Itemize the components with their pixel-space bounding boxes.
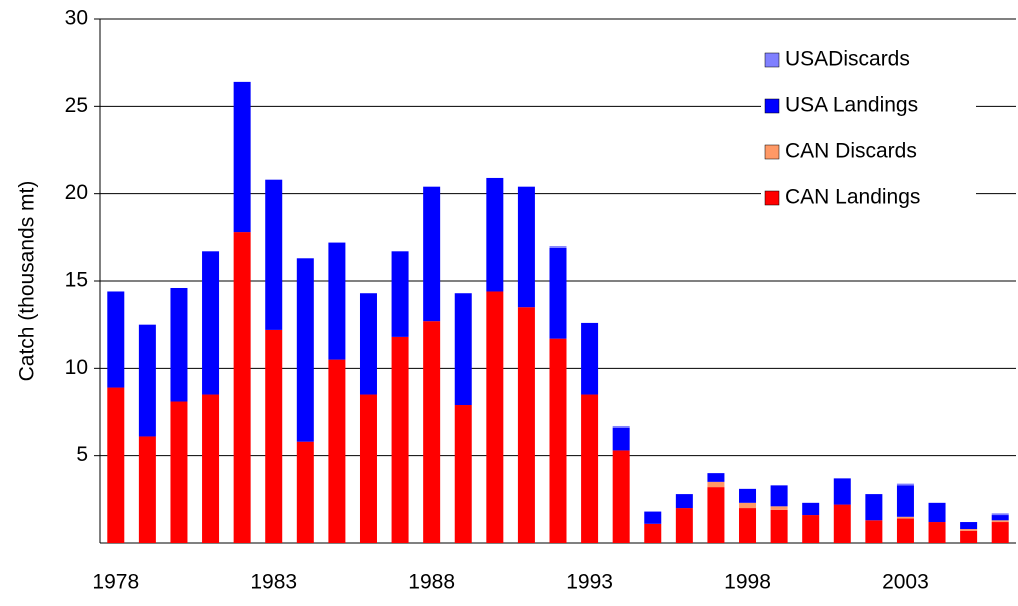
bar-segment bbox=[739, 502, 757, 509]
bar-segment bbox=[328, 242, 346, 360]
bar-segment bbox=[991, 513, 1009, 516]
bar-segment bbox=[486, 177, 504, 292]
bar-segment bbox=[675, 508, 693, 543]
bar-segment bbox=[675, 494, 693, 509]
bar-segment bbox=[107, 291, 125, 388]
bar-segment bbox=[265, 329, 283, 543]
bar-segment bbox=[612, 450, 630, 543]
x-tick-label: 1993 bbox=[566, 571, 613, 594]
bar-segment bbox=[581, 394, 599, 543]
bar-segment bbox=[233, 81, 251, 233]
bar-segment bbox=[517, 186, 535, 308]
bar-segment bbox=[265, 179, 283, 330]
legend-bg bbox=[761, 92, 976, 120]
bar-segment bbox=[928, 522, 946, 543]
bar-segment bbox=[865, 494, 883, 521]
x-tick-label: 1978 bbox=[92, 571, 139, 594]
bar-segment bbox=[391, 251, 409, 337]
bar-segment bbox=[423, 186, 441, 322]
legend-swatch bbox=[764, 52, 780, 68]
bar-segment bbox=[833, 478, 851, 505]
bar-segment bbox=[991, 515, 1009, 521]
bar-segment bbox=[928, 502, 946, 523]
bar-segment bbox=[296, 258, 314, 442]
legend-label: USA Landings bbox=[785, 94, 918, 117]
bar-segment bbox=[454, 405, 472, 543]
bar-segment bbox=[359, 394, 377, 543]
bar-segment bbox=[707, 487, 725, 543]
bar-segment bbox=[107, 387, 125, 543]
bar-segment bbox=[391, 336, 409, 543]
bar-segment bbox=[138, 324, 156, 437]
legend-label: USADiscards bbox=[785, 48, 910, 71]
legend-label: CAN Discards bbox=[785, 140, 917, 163]
bar-segment bbox=[296, 441, 314, 543]
y-axis-label: Catch (thousands mt) bbox=[16, 181, 39, 382]
y-tick-label: 20 bbox=[65, 181, 88, 204]
bar-segment bbox=[770, 509, 788, 543]
x-tick-label: 1998 bbox=[724, 571, 771, 594]
bar-segment bbox=[549, 247, 567, 339]
bar-segment bbox=[138, 436, 156, 543]
legend-swatch bbox=[764, 98, 780, 114]
y-tick-label: 10 bbox=[65, 356, 88, 379]
bar-segment bbox=[612, 425, 630, 428]
bar-segment bbox=[707, 481, 725, 488]
bar-segment bbox=[454, 293, 472, 406]
x-tick-label: 2003 bbox=[882, 571, 929, 594]
y-tick-label: 5 bbox=[76, 443, 88, 466]
bar-segment bbox=[644, 511, 662, 524]
y-tick-label: 30 bbox=[65, 7, 88, 30]
x-tick-label: 1983 bbox=[250, 571, 297, 594]
bar-segment bbox=[960, 522, 978, 530]
bar-segment bbox=[644, 523, 662, 543]
bar-segment bbox=[549, 246, 567, 248]
bar-segment bbox=[170, 287, 188, 402]
bar-segment bbox=[833, 504, 851, 543]
bar-segment bbox=[170, 401, 188, 543]
bar-segment bbox=[739, 508, 757, 543]
bar-segment bbox=[991, 520, 1009, 523]
legend-bg bbox=[761, 184, 976, 212]
bar-segment bbox=[896, 485, 914, 517]
y-tick-label: 25 bbox=[65, 94, 88, 117]
bar-segment bbox=[991, 522, 1009, 543]
bar-segment bbox=[612, 427, 630, 451]
bar-segment bbox=[960, 529, 978, 531]
bar-segment bbox=[359, 293, 377, 395]
bar-segment bbox=[802, 502, 820, 516]
bar-segment bbox=[233, 232, 251, 544]
bar-segment bbox=[896, 518, 914, 543]
y-tick-label: 15 bbox=[65, 269, 88, 292]
bar-segment bbox=[581, 322, 599, 395]
bar-segment bbox=[802, 515, 820, 543]
bar-segment bbox=[739, 488, 757, 503]
x-tick-label: 1988 bbox=[408, 571, 455, 594]
bar-segment bbox=[423, 321, 441, 543]
bar-segment bbox=[896, 516, 914, 519]
bar-segment bbox=[770, 485, 788, 507]
legend-swatch bbox=[764, 144, 780, 160]
bar-segment bbox=[486, 291, 504, 543]
legend-bg bbox=[761, 46, 976, 74]
bar-segment bbox=[707, 473, 725, 482]
legend-swatch bbox=[764, 190, 780, 206]
bar-segment bbox=[770, 506, 788, 510]
bar-segment bbox=[896, 483, 914, 486]
bar-segment bbox=[960, 530, 978, 543]
bar-segment bbox=[202, 251, 220, 395]
bar-segment bbox=[517, 307, 535, 543]
legend-bg bbox=[761, 138, 976, 166]
bar-segment bbox=[865, 520, 883, 543]
bar-segment bbox=[202, 394, 220, 543]
bar-segment bbox=[549, 338, 567, 543]
bar-segment bbox=[328, 359, 346, 543]
legend-label: CAN Landings bbox=[785, 186, 920, 209]
